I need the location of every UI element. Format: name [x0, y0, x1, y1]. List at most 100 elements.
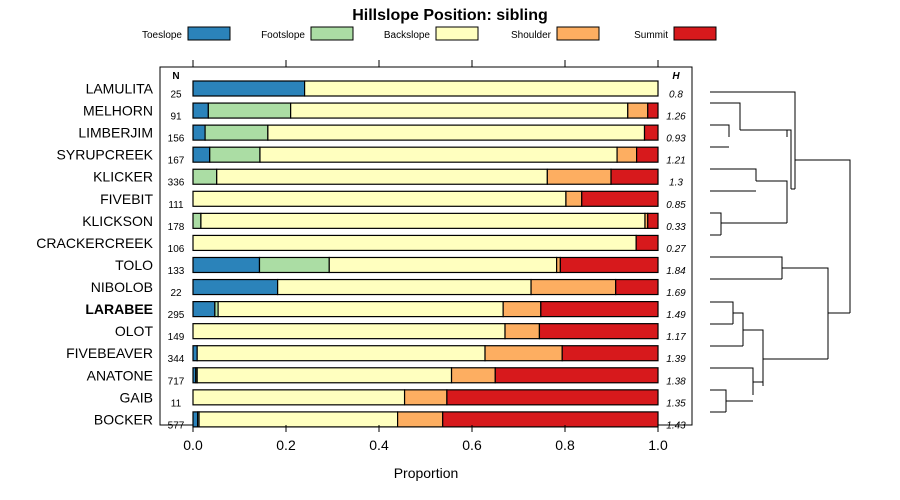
dendrogram-link — [782, 267, 829, 359]
bar-segment-footslope — [204, 124, 269, 141]
bar-segment-shoulder — [504, 323, 541, 340]
row-label: BOCKER — [94, 411, 153, 427]
dendrogram-link — [787, 129, 792, 189]
row-h-value: 0.27 — [666, 244, 686, 255]
row-h-value: 1.26 — [666, 112, 686, 123]
bar-segment-toeslope — [192, 411, 199, 428]
x-tick-label: 0.4 — [369, 437, 389, 453]
row-h-value: 1.35 — [666, 398, 686, 409]
chart-title: Hillslope Position: sibling — [352, 7, 548, 24]
n-column-header: N — [172, 71, 179, 82]
row-n-value: 91 — [170, 112, 182, 123]
bar-row: GAIB 11 1.35 — [120, 389, 686, 409]
row-label: KLICKER — [93, 169, 153, 185]
row-h-value: 1.84 — [666, 266, 686, 277]
row-n-value: 577 — [168, 420, 185, 431]
bar-segment-footslope — [209, 146, 261, 163]
row-h-value: 0.93 — [666, 134, 686, 145]
bar-segment-summit — [647, 102, 659, 119]
bar-segment-footslope — [192, 212, 202, 229]
row-label: MELHORN — [83, 103, 153, 119]
x-tick-label: 0.6 — [462, 437, 482, 453]
legend-swatch — [187, 26, 231, 41]
bar-segment-footslope — [207, 102, 292, 119]
row-n-value: 22 — [170, 288, 182, 299]
row-n-value: 111 — [168, 200, 184, 211]
row-label: KLICKSON — [82, 213, 153, 229]
bar-segment-footslope — [192, 168, 218, 185]
dendrogram-link — [710, 301, 734, 324]
x-axis-label: Proportion — [394, 465, 459, 481]
bar-row: BOCKER 577 1.43 — [94, 411, 686, 431]
row-h-value: 0.33 — [666, 222, 686, 233]
row-n-value: 167 — [168, 156, 185, 167]
dendrogram-link — [710, 102, 741, 130]
row-n-value: 106 — [168, 244, 185, 255]
bar-segment-summit — [636, 146, 659, 163]
bar-segment-backslope — [192, 190, 567, 207]
dendrogram-link — [756, 180, 788, 223]
bar-segment-summit — [442, 411, 659, 428]
bar-segment-shoulder — [403, 389, 448, 406]
row-h-value: 1.21 — [666, 156, 685, 167]
bar-segment-summit — [494, 367, 659, 384]
legend-label: Footslope — [261, 30, 305, 41]
bar-segment-backslope — [259, 146, 618, 163]
bar-segment-shoulder — [530, 278, 617, 296]
bar-segment-toeslope — [192, 102, 209, 119]
dendrogram-link — [710, 256, 783, 279]
legend-swatch — [556, 26, 600, 41]
row-h-value: 1.3 — [669, 178, 683, 189]
bar-segment-summit — [635, 234, 659, 252]
bar-row: ANATONE 717 1.38 — [87, 367, 686, 387]
bar-segment-backslope — [290, 102, 629, 119]
row-n-value: 149 — [168, 332, 185, 343]
h-column-header: H — [672, 71, 680, 82]
dendrogram — [710, 91, 851, 413]
dendrogram-link — [710, 91, 796, 189]
bar-segment-backslope — [198, 411, 399, 428]
bar-row: SYRUPCREEK 167 1.21 — [57, 146, 686, 167]
row-h-value: 0.85 — [666, 200, 686, 211]
bar-segment-toeslope — [192, 278, 279, 296]
bar-segment-shoulder — [397, 411, 444, 428]
bar-segment-shoulder — [627, 102, 649, 119]
bar-segment-summit — [615, 278, 659, 296]
row-label: NIBOLOB — [91, 279, 153, 295]
x-tick-label: 0.8 — [555, 437, 575, 453]
bar-segment-toeslope — [192, 301, 216, 318]
x-tick-label: 0.2 — [276, 437, 296, 453]
row-label: TOLO — [115, 257, 153, 273]
row-label: GAIB — [120, 389, 153, 405]
bar-segment-summit — [647, 212, 659, 229]
bar-segment-toeslope — [192, 256, 261, 274]
bar-segment-summit — [561, 345, 659, 362]
row-label: ANATONE — [87, 367, 153, 383]
bar-row: KLICKSON 178 0.33 — [82, 212, 686, 233]
bar-segment-backslope — [216, 168, 548, 185]
bar-segment-toeslope — [192, 345, 198, 362]
bar-segment-toeslope — [192, 124, 206, 141]
dendrogram-link — [795, 159, 851, 313]
legend: Toeslope Footslope Backslope Shoulder Summit — [142, 26, 717, 41]
row-n-value: 178 — [168, 222, 185, 233]
row-n-value: 717 — [168, 376, 185, 387]
dendrogram-link — [710, 389, 727, 412]
row-label: LIMBERJIM — [78, 125, 153, 141]
dendrogram-link — [710, 168, 757, 181]
bar-segment-shoulder — [565, 190, 583, 207]
bar-segment-backslope — [328, 256, 558, 274]
bar-segment-shoulder — [546, 168, 612, 185]
bar-segment-footslope — [258, 256, 330, 274]
dendrogram-link — [710, 212, 722, 235]
bar-segment-backslope — [304, 80, 659, 97]
bar-row: TOLO 133 1.84 — [115, 256, 686, 277]
x-tick-label: 0.0 — [183, 437, 203, 453]
bar-row: KLICKER 336 1.3 — [93, 168, 683, 189]
bar-segment-backslope — [196, 367, 453, 384]
bar-segment-summit — [643, 124, 659, 141]
bar-segment-backslope — [192, 389, 406, 406]
row-n-value: 25 — [170, 90, 182, 101]
dendrogram-link — [710, 124, 730, 137]
